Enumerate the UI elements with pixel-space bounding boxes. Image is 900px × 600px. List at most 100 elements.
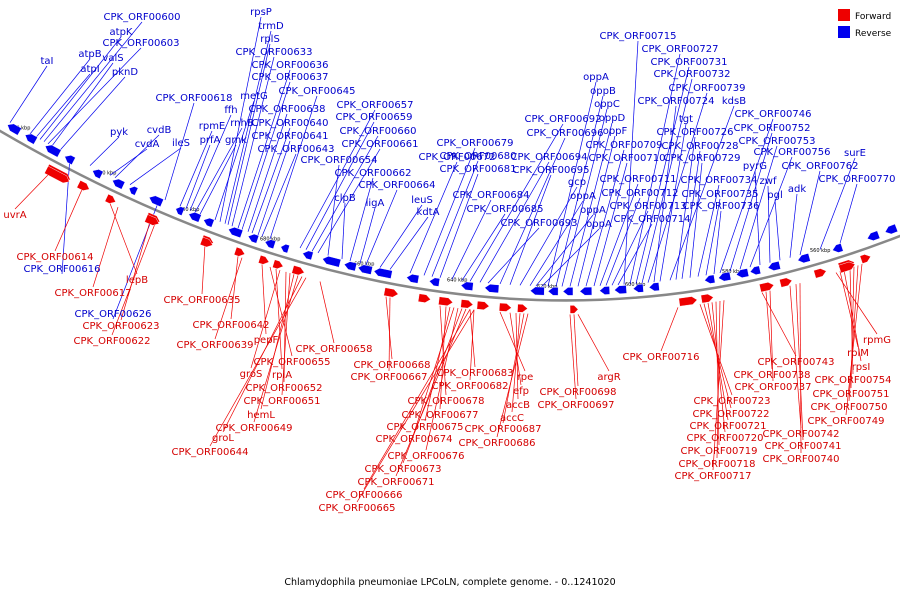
leader-line xyxy=(111,223,156,336)
reverse-gene-label: metG xyxy=(240,91,268,102)
gene-arrow xyxy=(24,133,38,145)
reverse-gene-label: CPK_ORF00696 xyxy=(527,128,604,139)
gene-arrow xyxy=(767,260,781,271)
forward-gene-label: CPK_ORF00677 xyxy=(402,410,479,421)
reverse-gene-label: CPK_ORF00603 xyxy=(103,38,180,49)
reverse-gene xyxy=(112,178,126,190)
leader-line xyxy=(799,283,802,454)
leader-line xyxy=(439,305,447,396)
forward-gene xyxy=(813,268,827,279)
tick-label: 700 kbp xyxy=(179,207,199,213)
leader-line xyxy=(47,47,142,145)
forward-gene-label: CPK_ORF00751 xyxy=(813,389,890,400)
leader-line xyxy=(253,275,299,423)
leader-line xyxy=(51,62,114,147)
forward-gene xyxy=(144,212,161,226)
gene-arrow xyxy=(838,261,856,274)
forward-gene-label: CPK_ORF00754 xyxy=(815,375,892,386)
forward-gene-label: rpmG xyxy=(863,335,891,346)
gene-arrow xyxy=(678,296,698,307)
forward-gene-label: CPK_ORF00667 xyxy=(351,372,428,383)
gene-arrow xyxy=(632,283,644,293)
gene-arrow xyxy=(417,293,431,303)
forward-gene-label: efp xyxy=(513,386,529,397)
forward-gene-label: CPK_ORF00639 xyxy=(177,340,254,351)
reverse-gene xyxy=(247,233,260,244)
gene-arrow xyxy=(302,250,314,261)
gene-arrow xyxy=(406,274,420,284)
reverse-gene-label: CPK_ORF00672 xyxy=(419,152,496,163)
leader-line xyxy=(509,312,522,386)
reverse-gene-label: oppD xyxy=(599,113,626,124)
leader-line xyxy=(439,173,479,278)
leader-line xyxy=(569,122,613,287)
forward-gene-label: CPK_ORF00673 xyxy=(365,464,442,475)
leader-line xyxy=(599,183,639,286)
leader-line xyxy=(819,157,856,250)
gene-arrow xyxy=(759,282,775,293)
forward-gene-label: rpe xyxy=(517,372,534,383)
forward-gene-label: CPK_ORF00742 xyxy=(763,429,840,440)
reverse-gene xyxy=(188,212,202,223)
reverse-gene-label: CPK_ORF00739 xyxy=(669,83,746,94)
forward-gene-label: accB xyxy=(506,400,530,411)
forward-gene-label: CPK_ORF00668 xyxy=(354,360,431,371)
gene-arrow xyxy=(547,287,559,296)
reverse-gene-label: pyrG xyxy=(743,161,767,172)
gene-arrow xyxy=(813,268,827,279)
gene-arrow xyxy=(233,246,246,257)
reverse-gene-label: CPK_ORF00659 xyxy=(336,112,413,123)
leader-line xyxy=(409,161,458,274)
leader-line xyxy=(219,16,262,222)
reverse-gene-label: CPK_ORF00746 xyxy=(735,109,812,120)
reverse-gene-label: CPK_ORF00616 xyxy=(24,264,101,275)
leader-line xyxy=(839,183,858,244)
leader-line xyxy=(547,81,597,287)
legend-reverse-label: Reverse xyxy=(855,29,892,39)
reverse-gene-label: trmD xyxy=(258,21,284,32)
forward-gene-label: CPK_ORF00655 xyxy=(254,357,331,368)
gene-arrow xyxy=(884,223,899,235)
gene-arrow xyxy=(199,236,213,248)
reverse-gene-label: CPK_ORF00756 xyxy=(754,147,831,158)
forward-gene-label: groS xyxy=(240,369,263,380)
reverse-gene-label: ligA xyxy=(366,198,385,209)
forward-gene xyxy=(517,303,528,313)
reverse-gene xyxy=(24,133,38,145)
reverse-gene xyxy=(704,274,716,284)
reverse-gene-label: oppA xyxy=(586,219,612,230)
reverse-gene-label: CPK_ORF00681 xyxy=(440,164,517,175)
reverse-gene-label: CPK_ORF00692 xyxy=(525,114,602,125)
reverse-gene-label: oppB xyxy=(590,86,616,97)
leader-line xyxy=(669,105,735,281)
leader-line xyxy=(789,285,802,429)
reverse-gene-label: CPK_ORF00633 xyxy=(236,47,313,58)
forward-gene-label: lepB xyxy=(126,275,148,286)
reverse-gene-label: CPK_ORF00680 xyxy=(440,151,517,162)
genome-caption: Chlamydophila pneumoniae LPCoLN, complet… xyxy=(284,577,616,588)
forward-gene xyxy=(837,259,856,274)
reverse-gene-label: CPK_ORF00753 xyxy=(739,136,816,147)
reverse-gene-label: leuS xyxy=(411,195,433,206)
gene-arrow xyxy=(460,299,474,309)
tick-label: 640 kbp xyxy=(447,278,467,284)
gene-arrow xyxy=(700,293,714,304)
gene-arrow xyxy=(322,256,342,268)
reverse-gene-label: gmk xyxy=(225,135,247,146)
leader-line xyxy=(479,161,550,283)
reverse-gene-label: taI xyxy=(41,56,54,67)
reverse-gene-label: adk xyxy=(788,184,806,195)
reverse-gene-label: oppF xyxy=(603,126,628,137)
leader-line xyxy=(129,147,182,185)
forward-gene xyxy=(476,300,490,310)
gene-arrow xyxy=(44,144,62,158)
forward-gene xyxy=(779,277,793,288)
gene-arrow xyxy=(749,265,762,275)
leader-line xyxy=(395,308,467,477)
gene-arrow xyxy=(779,277,793,288)
forward-gene-label: CPK_ORF00743 xyxy=(758,357,835,368)
leader-line xyxy=(451,199,492,280)
leader-line xyxy=(349,177,374,262)
reverse-gene-label: CPK_ORF00664 xyxy=(359,180,436,191)
reverse-gene xyxy=(7,123,22,136)
